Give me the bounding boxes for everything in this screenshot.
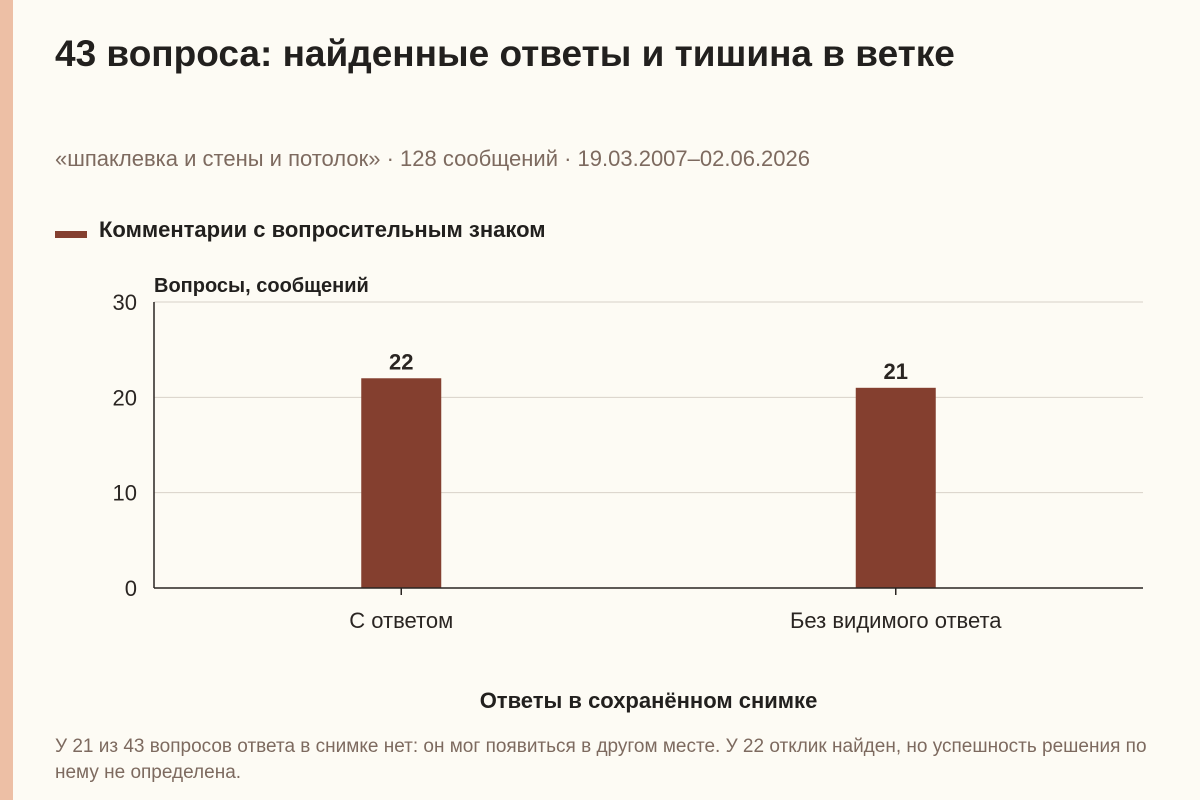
chart-title: 43 вопроса: найденные ответы и тишина в … [55,33,955,74]
axis-layer [153,302,1143,595]
legend-swatch [55,231,87,238]
x-tick-label: Без видимого ответа [790,608,1002,633]
bar [855,387,936,588]
x-axis-label: Ответы в сохранённом снимке [480,688,818,713]
chart-caption: У 21 из 43 вопросов ответа в снимке нет:… [55,736,1147,783]
bar-value-label: 22 [389,349,413,374]
y-tick-label: 10 [113,481,137,506]
y-axis-label: Вопросы, сообщений [154,275,369,297]
legend-label: Комментарии с вопросительным знаком [99,217,546,242]
label-layer: 0 10 20 30 22 С ответом 21 Без видимого ответа В… [113,275,1003,713]
bar [361,378,442,588]
bar-layer [361,378,936,588]
y-tick-label: 20 [113,385,137,410]
x-tick-label: С ответом [349,608,453,633]
y-tick-label: 0 [125,576,137,601]
chart-subtitle: «шпаклевка и стены и потолок» · 128 сооб… [55,146,810,171]
accent-strip [0,0,13,800]
legend: Комментарии с вопросительным знаком [55,217,546,243]
grid-layer [154,301,1143,494]
y-tick-label: 30 [113,290,137,315]
bar-value-label: 21 [884,359,908,384]
